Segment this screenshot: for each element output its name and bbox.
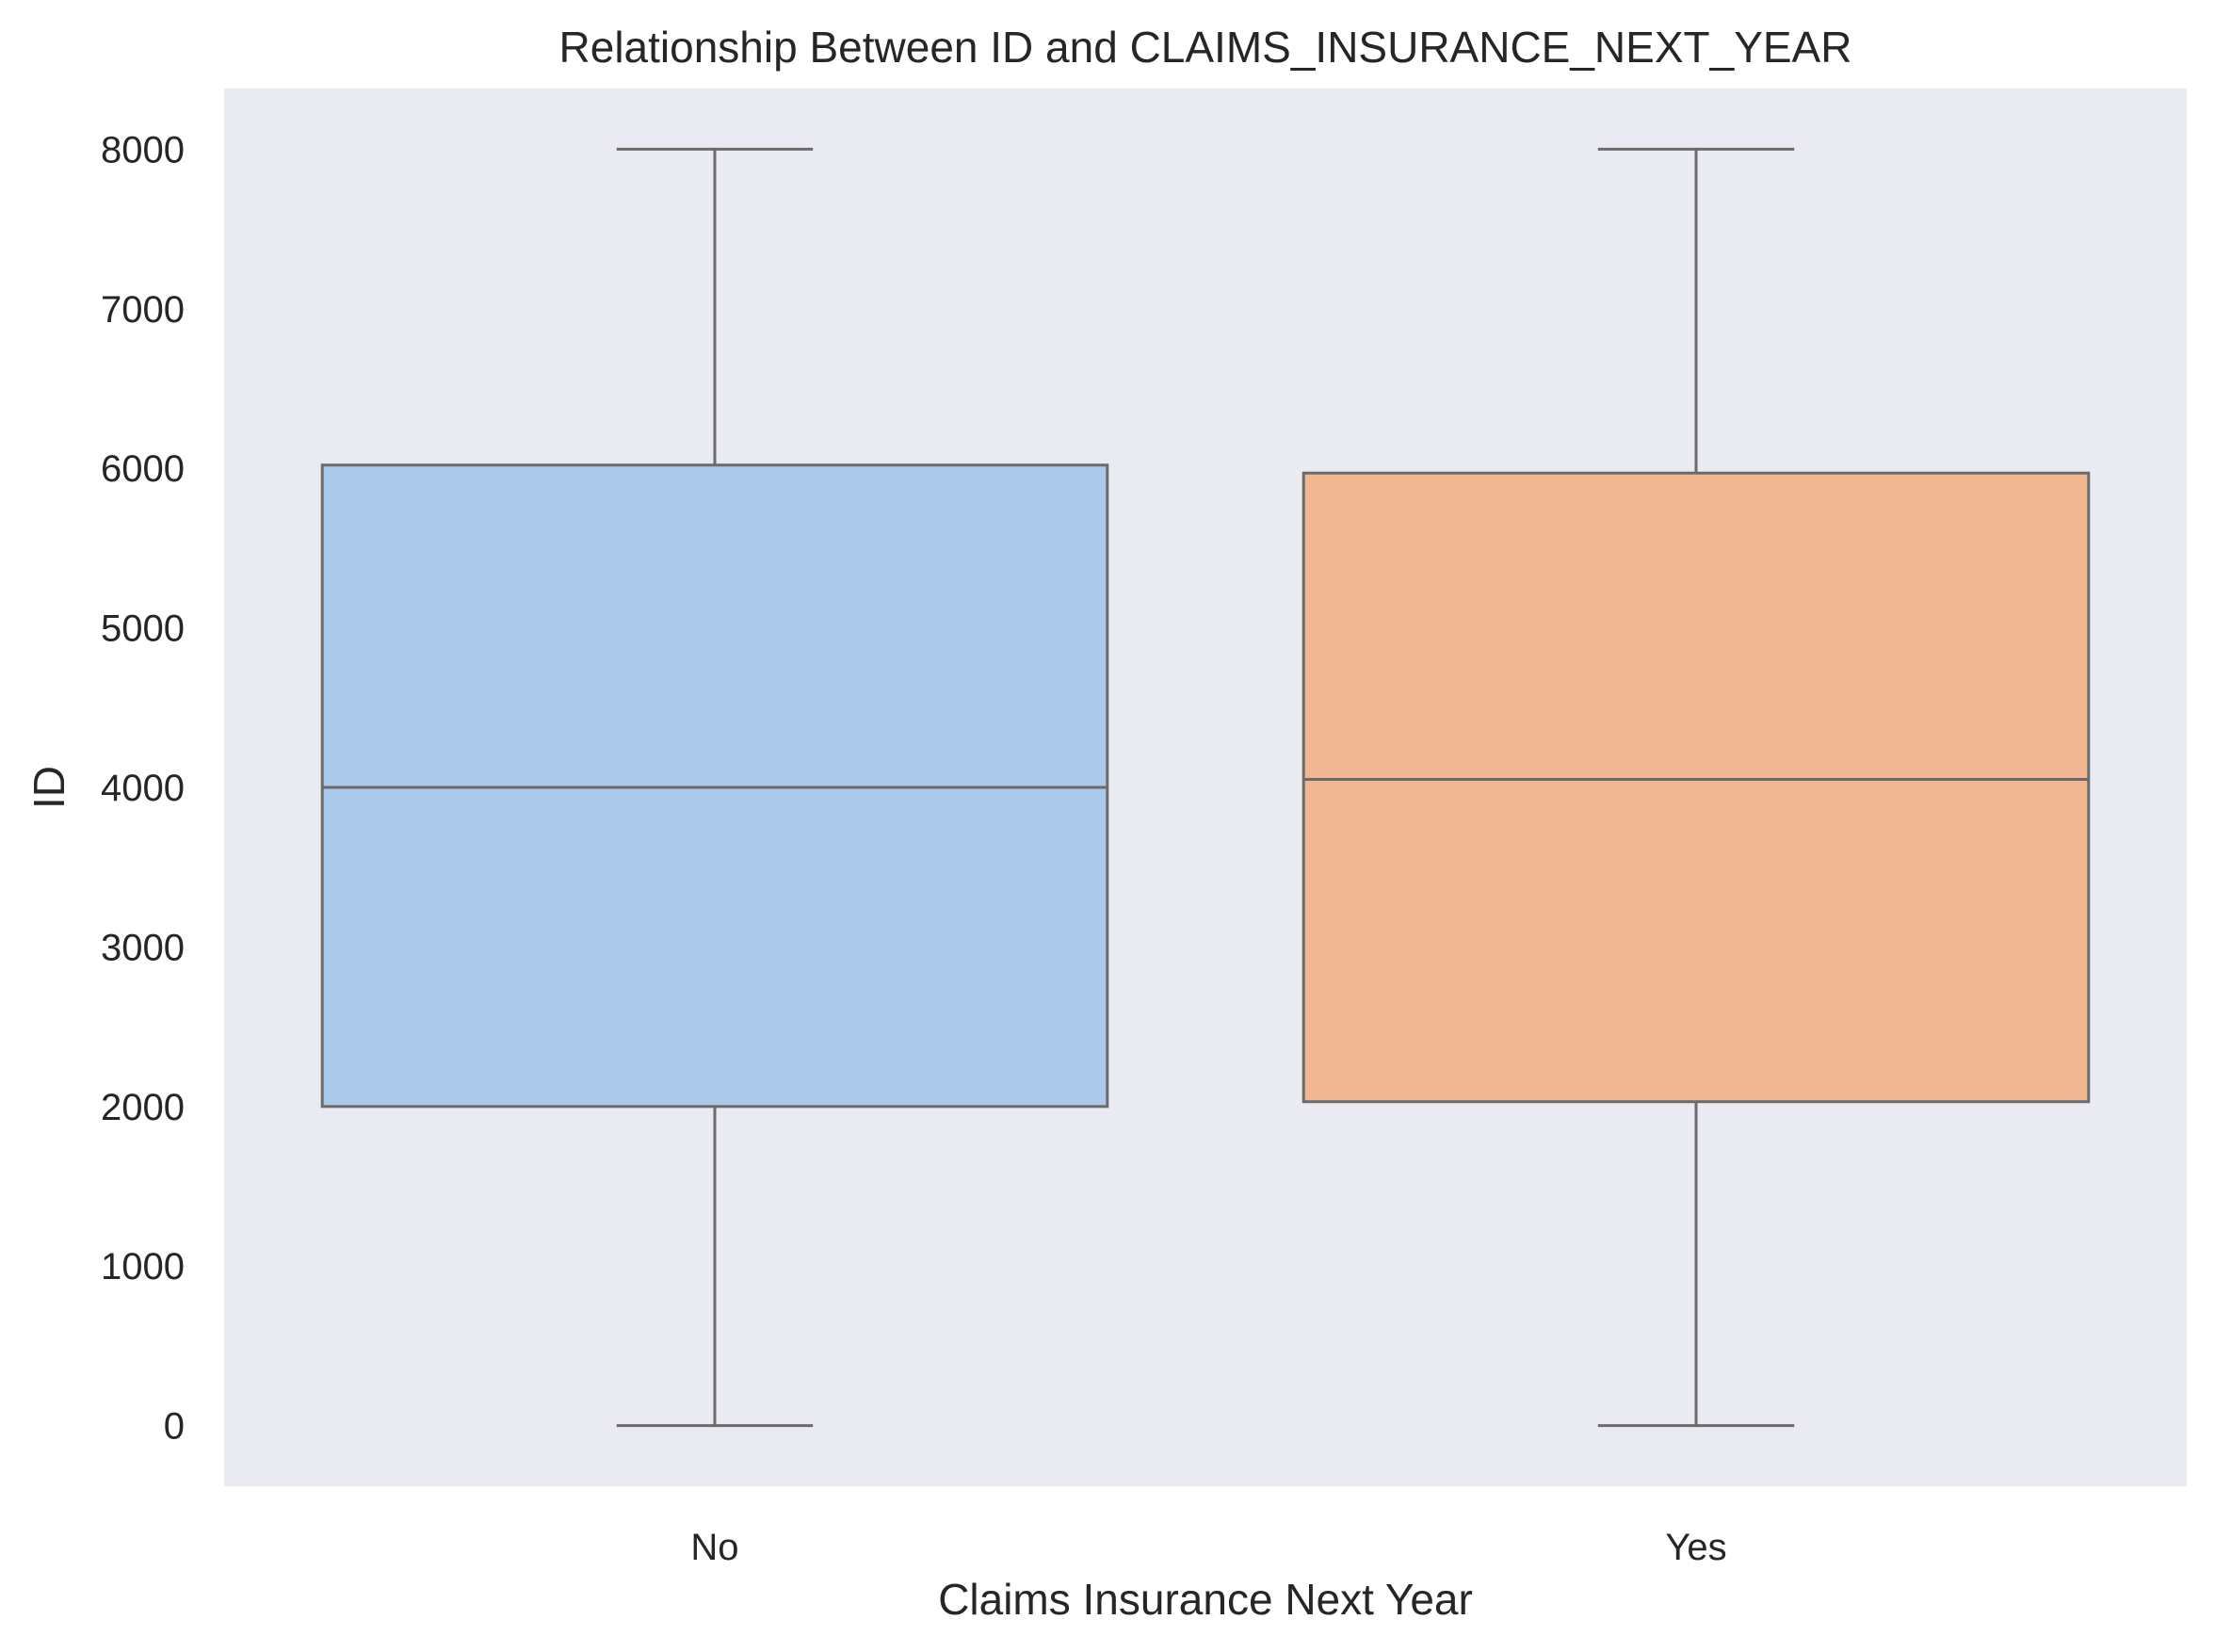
iqr-box	[320, 463, 1109, 1109]
y-tick-label: 5000	[101, 608, 185, 650]
x-tick-label: No	[690, 1527, 738, 1568]
boxes	[320, 147, 2091, 1428]
box-yes	[1302, 147, 2091, 1428]
chart-title: Relationship Between ID and CLAIMS_INSUR…	[559, 23, 1852, 72]
y-tick-label: 3000	[101, 927, 185, 968]
x-tick-labels: No Yes	[690, 1527, 1726, 1568]
x-tick-label: Yes	[1665, 1527, 1726, 1568]
y-axis-label: ID	[24, 766, 73, 809]
x-axis-label: Claims Insurance Next Year	[938, 1575, 1473, 1624]
y-tick-labels: 0 1000 2000 3000 4000 5000 6000 7000 8000	[101, 129, 185, 1447]
y-tick-label: 7000	[101, 289, 185, 331]
iqr-box	[1302, 471, 2091, 1104]
y-tick-label: 6000	[101, 448, 185, 490]
y-tick-label: 2000	[101, 1087, 185, 1128]
y-tick-label: 8000	[101, 129, 185, 170]
y-tick-label: 0	[164, 1406, 185, 1448]
box-no	[320, 147, 1109, 1428]
y-tick-label: 4000	[101, 768, 185, 809]
y-tick-label: 1000	[101, 1246, 185, 1288]
